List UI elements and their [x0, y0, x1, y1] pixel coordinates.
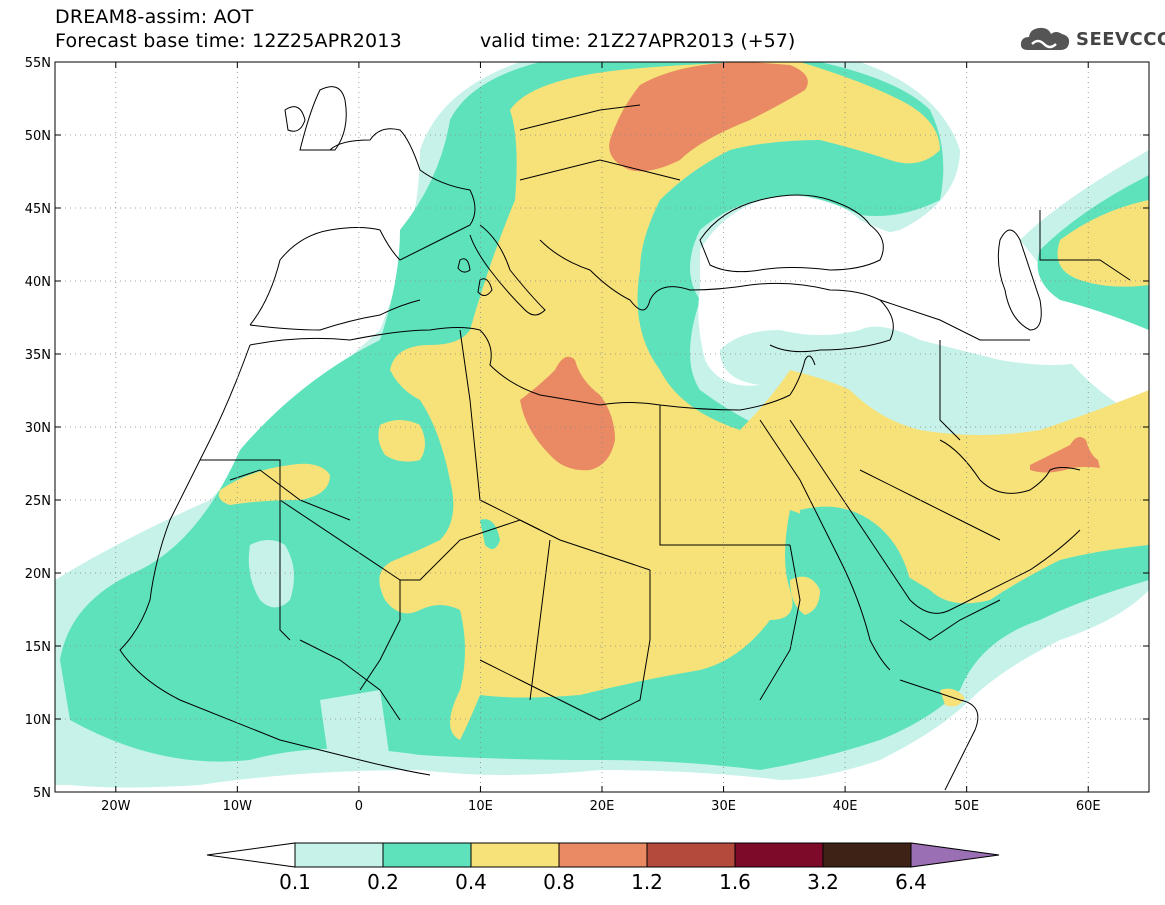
colorbar-segment	[646, 842, 736, 868]
map-title: DREAM8-assim: AOT	[55, 6, 254, 28]
colorbar-segment	[382, 842, 472, 868]
aot-level-0.8-region	[609, 62, 808, 172]
colorbar-label: 0.1	[279, 870, 311, 894]
aot-level-0.1-region	[248, 540, 294, 608]
aot-level-0.2-region	[480, 519, 500, 549]
colorbar-segment	[822, 842, 912, 868]
colorbar-label: 0.8	[543, 870, 575, 894]
lon-label: 60E	[1076, 799, 1101, 814]
lat-label: 5N	[33, 786, 51, 801]
lon-label: 20W	[101, 799, 131, 814]
colorbar-label: 1.6	[719, 870, 751, 894]
aot-level-0.4-region	[1057, 200, 1149, 287]
lat-label: 15N	[25, 640, 51, 655]
aot-level-0.4-region	[218, 463, 330, 505]
logo-text: SEEVCCC	[1076, 28, 1165, 50]
lat-label: 35N	[25, 348, 51, 363]
aot-level-0.1-region	[320, 690, 390, 770]
aot-level-0.2-region	[800, 506, 910, 603]
colorbar-segment	[470, 842, 560, 868]
lat-label: 55N	[25, 56, 51, 71]
aot-colorbar: 0.1 0.2 0.4 0.8 1.2 1.6 3.2 6.4	[206, 842, 1000, 894]
lon-label: 30E	[711, 799, 736, 814]
aot-clear-region	[698, 195, 1090, 386]
longitude-axis: 20W 10W 0 10E 20E 30E 40E 50E 60E	[101, 62, 1101, 814]
coastlines	[119, 86, 1131, 791]
colorbar-over-arrow	[910, 842, 1000, 868]
aot-level-0.4-region	[379, 62, 1149, 740]
colorbar-segment	[734, 842, 824, 868]
aot-level-0.8-region	[1030, 436, 1100, 473]
colorbar-label: 6.4	[895, 870, 927, 894]
lon-label: 10W	[223, 799, 253, 814]
lat-label: 45N	[25, 202, 51, 217]
colorbar-segment	[294, 842, 384, 868]
seevccc-logo: SEEVCCC	[1018, 24, 1165, 54]
lat-label: 25N	[25, 494, 51, 509]
forecast-base-time: Forecast base time: 12Z25APR2013	[55, 30, 402, 52]
lon-label: 20E	[590, 799, 615, 814]
aot-level-0.8-region	[520, 356, 615, 471]
colorbar-label: 1.2	[631, 870, 663, 894]
lat-label: 30N	[25, 421, 51, 436]
lat-label: 40N	[25, 275, 51, 290]
aot-level-0.4-region	[378, 420, 425, 462]
lat-label: 20N	[25, 567, 51, 582]
colorbar-label: 0.2	[367, 870, 399, 894]
valid-time: valid time: 21Z27APR2013 (+57)	[480, 30, 796, 52]
lon-label: 0	[355, 799, 363, 814]
lat-label: 10N	[25, 713, 51, 728]
lon-label: 10E	[468, 799, 493, 814]
colorbar-segment	[558, 842, 648, 868]
latitude-axis: 55N 50N 45N 40N 35N 30N 25N 20N 15N 10N 5N	[25, 56, 1149, 801]
colorbar-label: 0.4	[455, 870, 487, 894]
colorbar-label: 3.2	[807, 870, 839, 894]
lon-label: 40E	[833, 799, 858, 814]
aot-shading	[55, 62, 1149, 788]
colorbar-under-arrow	[206, 842, 296, 868]
lon-label: 50E	[954, 799, 979, 814]
lat-label: 50N	[25, 129, 51, 144]
map-grid	[55, 62, 1149, 792]
cloud-logo-icon	[1020, 27, 1070, 50]
